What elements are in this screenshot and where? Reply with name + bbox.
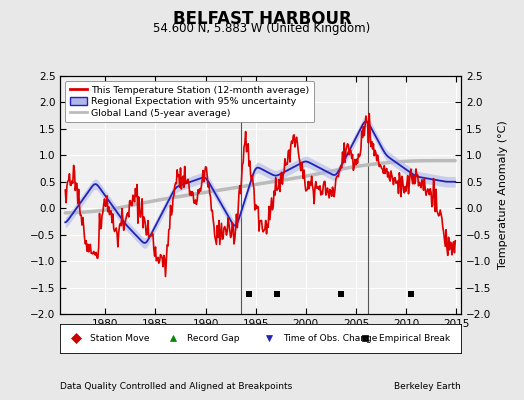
Text: Empirical Break: Empirical Break (379, 334, 450, 343)
Text: BELFAST HARBOUR: BELFAST HARBOUR (172, 10, 352, 28)
Text: Record Gap: Record Gap (187, 334, 239, 343)
Text: Time of Obs. Change: Time of Obs. Change (283, 334, 377, 343)
Text: Berkeley Earth: Berkeley Earth (395, 382, 461, 391)
Legend: This Temperature Station (12-month average), Regional Expectation with 95% uncer: This Temperature Station (12-month avera… (65, 81, 314, 122)
Text: Station Move: Station Move (90, 334, 150, 343)
Y-axis label: Temperature Anomaly (°C): Temperature Anomaly (°C) (498, 121, 508, 269)
Text: 54.600 N, 5.883 W (United Kingdom): 54.600 N, 5.883 W (United Kingdom) (154, 22, 370, 35)
Text: Data Quality Controlled and Aligned at Breakpoints: Data Quality Controlled and Aligned at B… (60, 382, 292, 391)
